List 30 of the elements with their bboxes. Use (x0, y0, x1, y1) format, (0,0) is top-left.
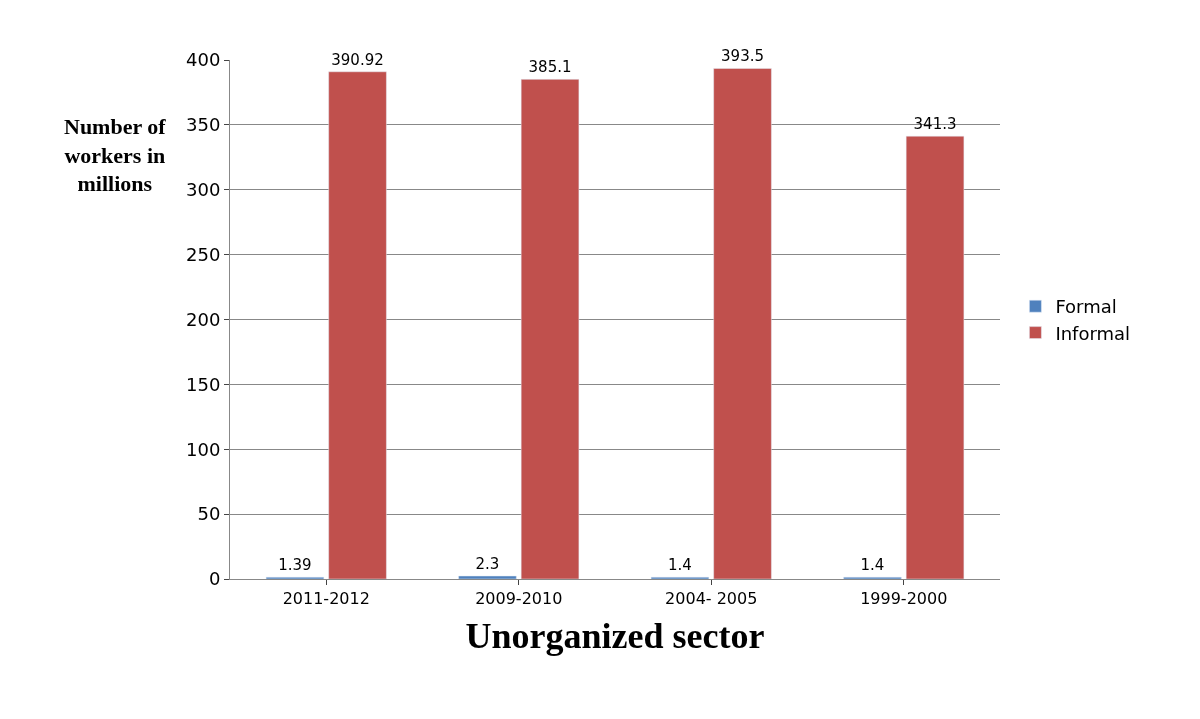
data-label: 1.39 (278, 556, 312, 575)
y-tick-label: 350 (186, 114, 221, 136)
data-label: 390.92 (331, 50, 384, 69)
y-tick-label: 50 (197, 503, 221, 525)
bar (328, 71, 387, 579)
y-tick-label: 100 (186, 438, 221, 460)
bar (458, 575, 517, 579)
bar (520, 79, 580, 579)
y-tick-label: 0 (208, 568, 221, 590)
y-tick-label: 200 (186, 308, 221, 330)
legend-label: Formal (1055, 296, 1117, 318)
data-label: 1.4 (668, 556, 692, 575)
y-tick-label: 150 (186, 373, 221, 395)
bar (713, 68, 772, 579)
data-label: 385.1 (528, 58, 572, 77)
x-tick-label: 1999-2000 (860, 589, 948, 609)
data-label: 393.5 (721, 47, 765, 66)
y-tick-label: 300 (186, 179, 221, 201)
y-axis-title: Number of workers in millions (64, 114, 167, 197)
x-axis-title: Unorganized sector (465, 615, 765, 656)
y-tick-label: 250 (186, 243, 221, 265)
x-tick-label: 2011-2012 (282, 589, 370, 609)
legend-label: Informal (1055, 322, 1131, 344)
x-tick-label: 2009-2010 (475, 589, 563, 609)
data-label: 341.3 (913, 115, 957, 134)
data-label: 2.3 (475, 555, 500, 574)
bar (905, 135, 965, 579)
y-tick-label: 400 (186, 49, 221, 71)
x-tick-label: 2004- 2005 (665, 589, 758, 609)
data-label: 1.4 (860, 556, 885, 575)
